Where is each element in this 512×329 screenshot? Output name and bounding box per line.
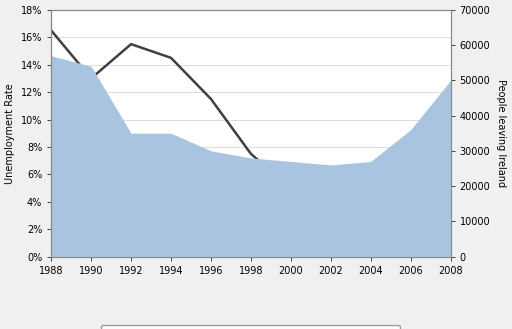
Y-axis label: People leaving Ireland: People leaving Ireland (496, 79, 506, 187)
Y-axis label: Unemployment Rate: Unemployment Rate (5, 83, 15, 184)
Legend: People leaving Ireland, Unemployment rate: People leaving Ireland, Unemployment rat… (101, 325, 400, 329)
